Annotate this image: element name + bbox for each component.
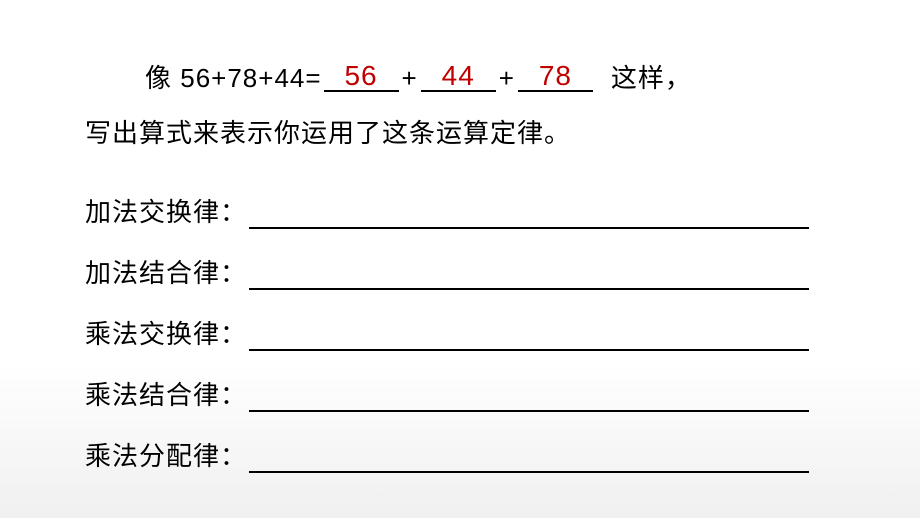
blank-2[interactable]: 44 [421,62,496,92]
law-label-5: 乘法分配律： [85,436,247,473]
example-line: 像 56+78+44=56+44+78这样， [145,58,835,95]
plus-1: + [402,63,418,93]
law-label-2: 加法结合律： [85,253,247,290]
plus-2: + [499,63,515,93]
example-equation: 56+78+44= [180,63,321,93]
example-prefix: 像 [145,63,180,93]
law-row-2: 加法结合律： [85,253,835,290]
law-label-1: 加法交换律： [85,192,247,229]
law-input-5[interactable] [249,447,809,473]
laws-section: 加法交换律： 加法结合律： 乘法交换律： 乘法结合律： 乘法分配律： [85,192,835,473]
law-label-3: 乘法交换律： [85,314,247,351]
law-label-4: 乘法结合律： [85,375,247,412]
blank-3[interactable]: 78 [518,62,593,92]
law-row-4: 乘法结合律： [85,375,835,412]
blank-1[interactable]: 56 [324,62,399,92]
law-input-3[interactable] [249,325,809,351]
law-input-4[interactable] [249,386,809,412]
law-input-1[interactable] [249,203,809,229]
worksheet-content: 像 56+78+44=56+44+78这样， 写出算式来表示你运用了这条运算定律… [0,0,920,473]
law-row-1: 加法交换律： [85,192,835,229]
example-suffix: 这样， [611,63,692,93]
law-row-3: 乘法交换律： [85,314,835,351]
law-row-5: 乘法分配律： [85,436,835,473]
instruction-line: 写出算式来表示你运用了这条运算定律。 [85,113,835,150]
law-input-2[interactable] [249,264,809,290]
